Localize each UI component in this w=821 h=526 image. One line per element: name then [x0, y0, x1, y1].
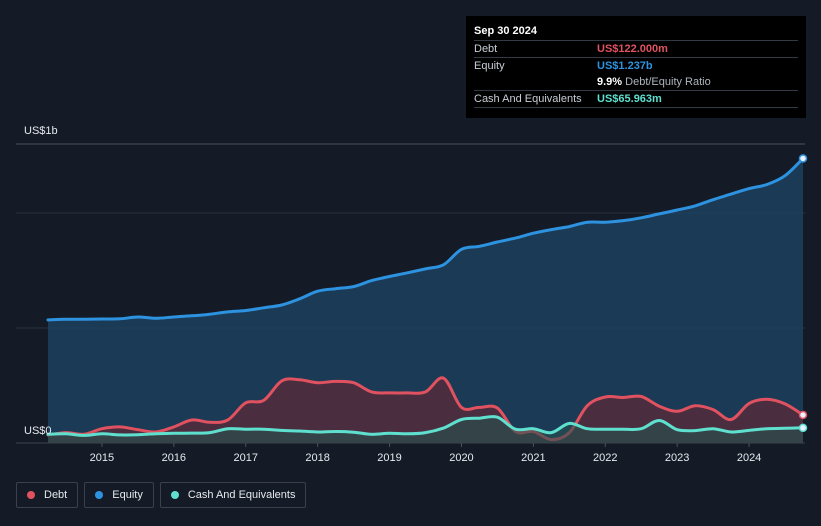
equity-area: [48, 158, 803, 443]
y-axis-bottom-label: US$0: [24, 425, 52, 437]
end-markers: [798, 154, 808, 433]
tooltip-debt-value: US$122.000m: [597, 43, 668, 55]
cash-and-equivalents-area: [48, 416, 803, 443]
tooltip-ratio-value: 9.9%: [597, 76, 623, 88]
tooltip-cash-row: Cash And Equivalents US$65.963m: [474, 90, 798, 108]
x-tick-label: 2022: [593, 452, 617, 464]
x-tick-label: 2016: [162, 452, 186, 464]
tooltip-debt-row: Debt US$122.000m: [474, 40, 798, 57]
x-tick-label: 2024: [737, 452, 761, 464]
equity-series: [46, 157, 805, 443]
x-tick-label: 2023: [665, 452, 689, 464]
cash-series: [46, 415, 805, 443]
cash-dot-icon: [170, 491, 179, 499]
tooltip-ratio-label: Debt/Equity Ratio: [625, 76, 711, 88]
y-axis-top-label: US$1b: [24, 125, 58, 137]
debt-series: [46, 376, 805, 443]
x-tick-label: 2020: [449, 452, 473, 464]
debt-line: [46, 376, 805, 442]
tooltip-debt-label: Debt: [474, 43, 498, 55]
x-tick-label: 2017: [233, 452, 257, 464]
legend-item-equity[interactable]: Equity: [84, 482, 154, 508]
tooltip-equity-label: Equity: [474, 60, 505, 72]
x-tick-label: 2021: [521, 452, 545, 464]
x-tick-label: 2018: [305, 452, 329, 464]
tooltip-ratio-row: 9.9% Debt/Equity Ratio: [474, 74, 798, 90]
chart-legend: Debt Equity Cash And Equivalents: [16, 482, 307, 508]
legend-debt-label: Debt: [44, 489, 68, 501]
legend-item-cash[interactable]: Cash And Equivalents: [159, 482, 307, 508]
debt-dot-icon: [27, 491, 35, 499]
legend-equity-label: Equity: [112, 489, 143, 501]
legend-item-debt[interactable]: Debt: [16, 482, 79, 508]
tooltip-equity-value: US$1.237b: [597, 60, 653, 72]
tooltip-equity-row: Equity US$1.237b: [474, 57, 798, 74]
debt-area: [48, 377, 803, 443]
x-axis-ticks: 2015 2016 2017 2018 2019 2020 2021 2022 2023 2024: [90, 443, 761, 464]
equity-end-marker: [798, 154, 808, 163]
legend-cash-label: Cash And Equivalents: [187, 489, 296, 501]
x-tick-label: 2015: [90, 452, 114, 464]
equity-dot-icon: [95, 491, 104, 499]
equity-line: [46, 157, 805, 322]
debt-end-marker: [798, 410, 808, 420]
cash-and-equivalents-end-marker: [798, 423, 808, 433]
tooltip-cash-value: US$65.963m: [597, 93, 662, 105]
data-tooltip: Sep 30 2024 Debt US$122.000m Equity US$1…: [466, 16, 806, 118]
tooltip-cash-label: Cash And Equivalents: [474, 93, 582, 105]
x-tick-label: 2019: [377, 452, 401, 464]
tooltip-date: Sep 30 2024: [474, 25, 537, 37]
cash-and-equivalents-line: [46, 415, 805, 437]
